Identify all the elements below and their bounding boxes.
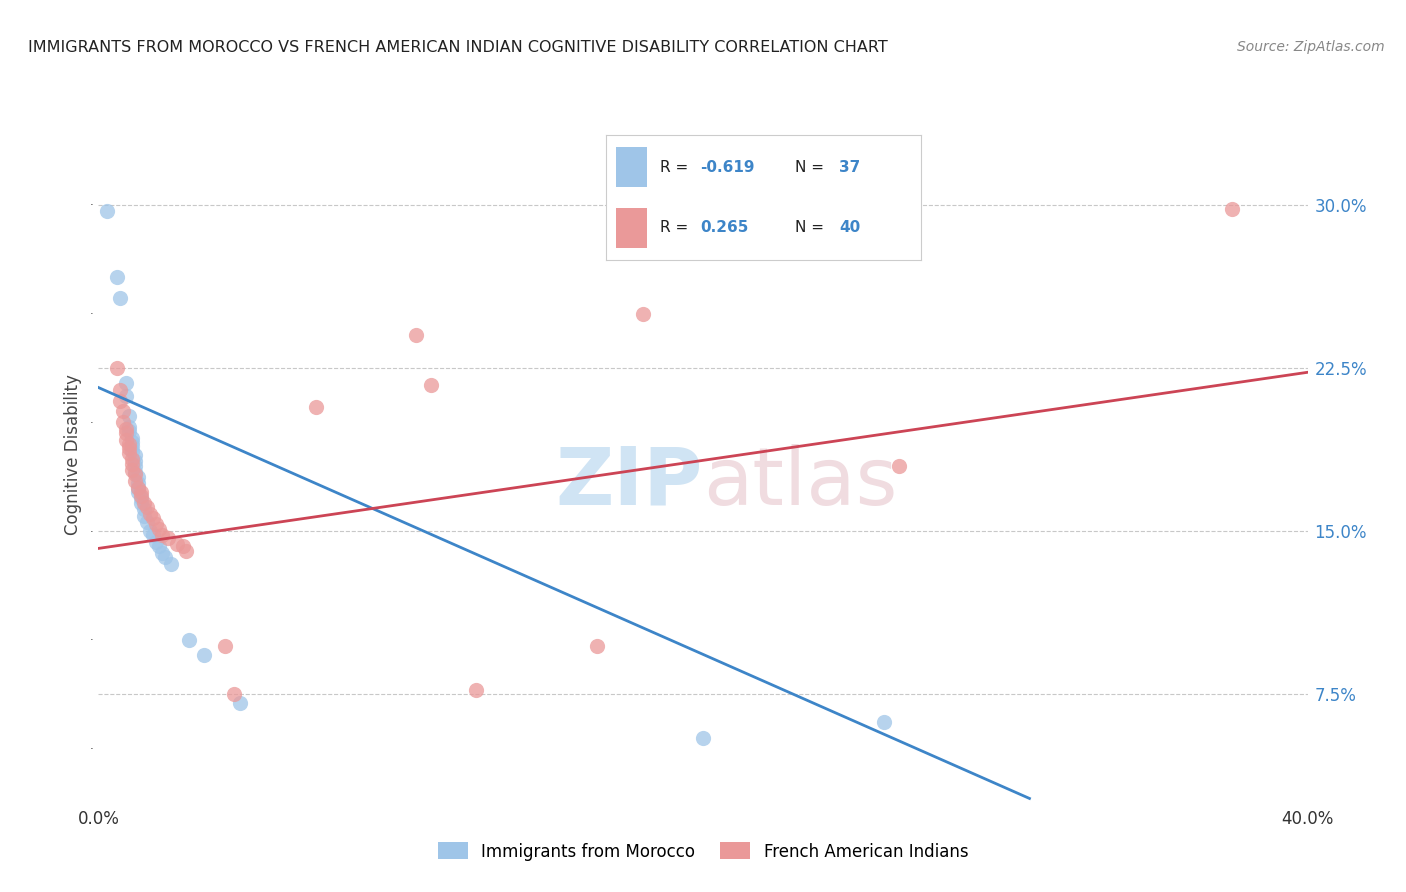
Point <box>111 415 134 429</box>
Point <box>127 476 149 491</box>
Point <box>586 639 609 653</box>
Point <box>118 419 141 434</box>
Point <box>305 400 328 414</box>
Point <box>150 528 173 542</box>
Point <box>692 731 714 745</box>
Point <box>118 437 141 451</box>
Point <box>121 457 143 471</box>
Point <box>229 696 252 710</box>
Point <box>153 550 176 565</box>
Point <box>127 481 149 495</box>
Point <box>121 452 143 467</box>
Point <box>118 442 141 456</box>
Point <box>124 458 146 473</box>
Point <box>111 404 134 418</box>
Point <box>121 434 143 449</box>
Point <box>114 433 136 447</box>
Point <box>889 458 911 473</box>
Point <box>193 648 215 662</box>
Point <box>156 531 179 545</box>
Point <box>114 426 136 441</box>
Point <box>114 389 136 403</box>
Point <box>129 496 152 510</box>
Point <box>148 522 170 536</box>
Point <box>174 543 197 558</box>
Point <box>124 454 146 468</box>
Point <box>132 508 155 523</box>
Point <box>121 430 143 444</box>
Point <box>121 463 143 477</box>
Text: IMMIGRANTS FROM MOROCCO VS FRENCH AMERICAN INDIAN COGNITIVE DISABILITY CORRELATI: IMMIGRANTS FROM MOROCCO VS FRENCH AMERIC… <box>28 40 887 55</box>
Point <box>108 393 131 408</box>
Point <box>132 496 155 510</box>
Point <box>129 484 152 499</box>
Point <box>631 307 654 321</box>
Point <box>420 378 443 392</box>
Point <box>124 467 146 482</box>
Point <box>105 360 128 375</box>
Text: ZIP: ZIP <box>555 443 703 522</box>
Point <box>118 446 141 460</box>
Point <box>121 443 143 458</box>
Point <box>145 534 167 549</box>
Point <box>139 524 162 538</box>
Point <box>224 687 246 701</box>
Point <box>214 639 236 653</box>
Point <box>160 557 183 571</box>
Point <box>127 481 149 495</box>
Point <box>127 469 149 483</box>
Point <box>465 682 488 697</box>
Y-axis label: Cognitive Disability: Cognitive Disability <box>65 375 82 535</box>
Point <box>121 439 143 453</box>
Point <box>124 474 146 488</box>
Point <box>127 484 149 499</box>
Point <box>873 715 896 730</box>
Point <box>108 383 131 397</box>
Point <box>145 517 167 532</box>
Point <box>129 491 152 506</box>
Point <box>166 537 188 551</box>
Point <box>129 489 152 503</box>
Point <box>142 511 165 525</box>
Point <box>135 500 157 514</box>
Point <box>139 507 162 521</box>
Point <box>135 516 157 530</box>
Point <box>172 539 194 553</box>
Point <box>1220 202 1243 217</box>
Point <box>108 291 131 305</box>
Point <box>114 376 136 391</box>
Text: atlas: atlas <box>703 443 897 522</box>
Text: Source: ZipAtlas.com: Source: ZipAtlas.com <box>1237 40 1385 54</box>
Point <box>148 539 170 553</box>
Point <box>118 424 141 438</box>
Point <box>105 269 128 284</box>
Point <box>179 632 201 647</box>
Point <box>124 466 146 480</box>
Point <box>124 448 146 462</box>
Point <box>132 502 155 516</box>
Point <box>114 422 136 436</box>
Legend: Immigrants from Morocco, French American Indians: Immigrants from Morocco, French American… <box>437 842 969 861</box>
Point <box>96 204 118 219</box>
Point <box>118 409 141 423</box>
Point <box>405 328 427 343</box>
Point <box>142 528 165 542</box>
Point <box>150 546 173 560</box>
